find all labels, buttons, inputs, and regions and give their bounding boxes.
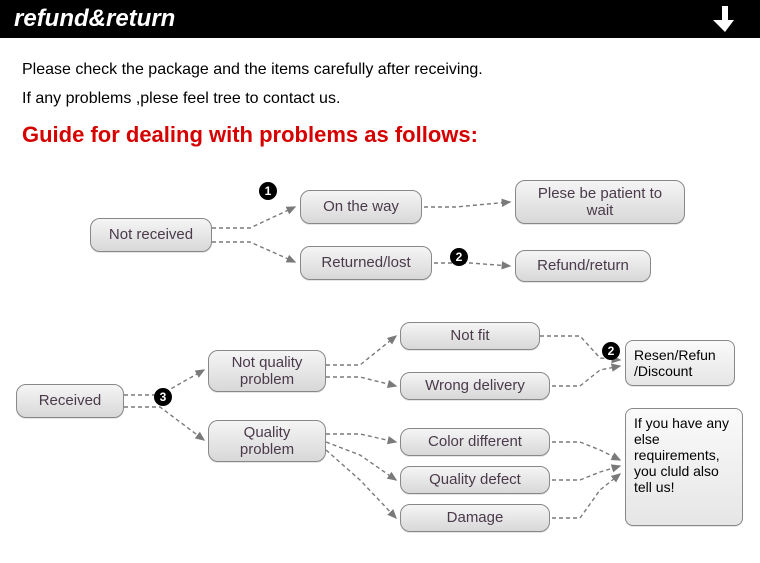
flow-edge-12 (552, 366, 620, 386)
guide-title: Guide for dealing with problems as follo… (0, 122, 760, 154)
flow-node-damage: Damage (400, 504, 550, 532)
flow-edge-15 (552, 474, 620, 518)
flow-badge-b2: 2 (450, 248, 468, 266)
flow-node-on-the-way: On the way (300, 190, 422, 224)
header-title: refund&return (14, 5, 175, 32)
arrow-down-icon (710, 4, 740, 34)
flow-node-returned-lost: Returned/lost (300, 246, 432, 280)
flow-edge-0 (212, 207, 295, 228)
header-bar: refund&return (0, 0, 760, 38)
flow-node-not-quality: Not quality problem (208, 350, 326, 392)
flow-node-quality: Quality problem (208, 420, 326, 462)
flow-edge-5 (124, 407, 204, 440)
flow-edge-8 (326, 434, 396, 442)
flow-node-wrong-delivery: Wrong delivery (400, 372, 550, 400)
flow-edge-7 (326, 377, 396, 386)
flow-edge-9 (326, 442, 396, 480)
flow-node-resend-refund: Resen/Refun /Discount (625, 340, 735, 386)
flow-edge-13 (552, 442, 620, 460)
flow-edge-14 (552, 466, 620, 480)
flow-node-be-patient: Plese be patient to wait (515, 180, 685, 224)
flow-node-refund-return: Refund/return (515, 250, 651, 282)
intro-line-1: Please check the package and the items c… (22, 56, 738, 85)
flow-edge-2 (424, 202, 510, 207)
flow-badge-b1: 1 (259, 182, 277, 200)
flowchart-canvas: Not received On the way Returned/lost Plese… (0, 170, 760, 563)
flow-node-not-received: Not received (90, 218, 212, 252)
flow-edge-6 (326, 336, 396, 365)
flow-badge-b4: 2 (602, 342, 620, 360)
flow-edge-1 (212, 242, 295, 262)
flow-node-not-fit: Not fit (400, 322, 540, 350)
flow-node-color-diff: Color different (400, 428, 550, 456)
flow-badge-b3: 3 (154, 388, 172, 406)
flow-node-requirements: If you have any else requirements, you c… (625, 408, 743, 526)
flow-node-quality-defect: Quality defect (400, 466, 550, 494)
flow-node-received: Received (16, 384, 124, 418)
intro-line-2: If any problems ,plese feel tree to cont… (22, 85, 738, 114)
flow-edge-10 (326, 450, 396, 518)
intro-text: Please check the package and the items c… (0, 38, 760, 122)
flow-edge-3 (434, 263, 510, 266)
